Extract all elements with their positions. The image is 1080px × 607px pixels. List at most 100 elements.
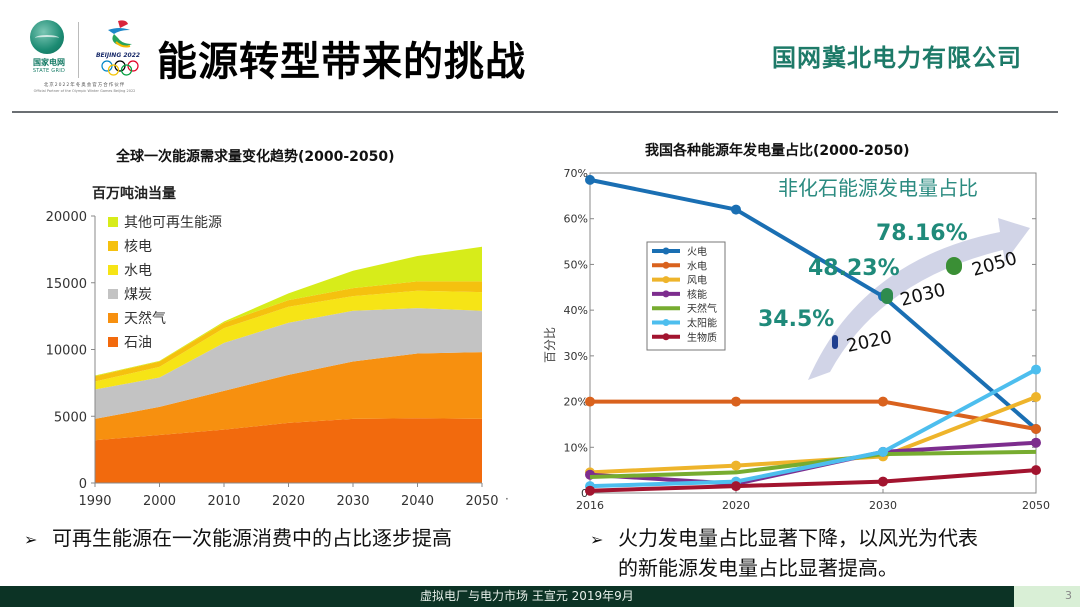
right-line-chart: 0 10% 20% 30% 40% 50% 60% 70% 2016 2020 2030 2050 百分…	[543, 167, 1050, 512]
footer-bar: 虚拟电厂与电力市场 王宣元 2019年9月	[0, 586, 1080, 607]
data-point	[731, 204, 741, 215]
line-series-4	[589, 449, 1037, 479]
partner-text-cn: 北京2022年冬奥会官方合作伙伴	[43, 83, 126, 88]
right-x-tick-label: 2050	[1022, 499, 1050, 512]
header-divider	[12, 111, 1058, 113]
legend-label: 水电	[687, 259, 707, 272]
annotation-value: 34.5%	[758, 307, 834, 332]
right-y-axis-label: 百分比	[543, 327, 557, 363]
right-x-tick-label: 2016	[576, 499, 604, 512]
data-point	[878, 396, 888, 407]
left-x-axis-dot: ·	[505, 492, 509, 506]
legend-label: 风电	[687, 274, 707, 287]
line-series-1	[590, 399, 1037, 431]
data-point	[1031, 424, 1041, 434]
bullet-left-text: 可再生能源在一次能源消费中的占比逐步提高	[52, 526, 452, 550]
right-y-tick-label: 10%	[564, 441, 588, 454]
left-x-tick-label: 2000	[143, 494, 176, 509]
bullet-arrow-icon: ➢	[24, 530, 38, 549]
line-series-5	[589, 367, 1037, 489]
data-point	[878, 476, 888, 487]
annotation-value: 48.23%	[808, 256, 900, 281]
left-y-tick-label: 10000	[46, 344, 87, 359]
legend-label: 核能	[687, 288, 707, 301]
company-name: 国网冀北电力有限公司	[772, 44, 1022, 72]
annotation-title: 非化石能源发电量占比	[778, 176, 978, 200]
left-chart-title: 全球一次能源需求量变化趋势(2000-2050)	[116, 149, 395, 165]
legend-label: 火电	[687, 245, 707, 258]
state-grid-name: 国家电网	[33, 58, 65, 67]
legend-label: 煤炭	[124, 287, 152, 303]
left-x-tick-label: 2050	[465, 494, 498, 509]
data-point	[1031, 392, 1041, 402]
area-series-3	[95, 290, 482, 390]
annotation-value: 78.16%	[876, 221, 968, 246]
left-area-chart: 0 5000 10000 15000 20000 1990 2000 2010 2020 2030…	[46, 185, 509, 509]
right-y-tick-label: 70%	[564, 167, 588, 180]
area-series-2	[95, 308, 482, 419]
right-x-tick-label: 2020	[722, 499, 750, 512]
right-y-tick-label: 20%	[564, 396, 588, 409]
beijing-2022-text: BEIJING 2022	[95, 52, 141, 59]
legend-swatch	[108, 217, 118, 227]
area-series-0	[95, 418, 482, 483]
cylinder-marker-icon	[832, 335, 838, 349]
bullet-right-text-line2: 的新能源发电量占比显著提高。	[618, 556, 898, 580]
logo-group: 国家电网 STATE GRID BEIJING 2022 北京2022年冬奥会官…	[22, 18, 147, 98]
left-y-axis-label: 百万吨油当量	[92, 185, 176, 202]
left-y-tick-label: 5000	[54, 410, 87, 425]
right-plot-frame	[589, 172, 1037, 494]
left-x-tick-label: 2020	[272, 494, 305, 509]
data-point	[585, 396, 595, 407]
legend-swatch	[108, 289, 118, 299]
bullet-arrow-icon: ➢	[590, 530, 604, 549]
left-x-tick-label: 2030	[336, 494, 369, 509]
page-number-box: 3	[1014, 586, 1080, 607]
legend-label: 石油	[124, 335, 152, 351]
data-point	[731, 460, 741, 471]
right-y-tick-label: 60%	[564, 213, 588, 226]
legend-marker	[662, 261, 670, 269]
data-point	[585, 174, 595, 185]
left-y-tick-label: 20000	[46, 210, 87, 225]
line-series-0	[589, 177, 1038, 431]
right-y-tick-label: 30%	[564, 350, 588, 363]
legend-marker	[662, 290, 670, 298]
right-y-tick-label: 40%	[564, 304, 588, 317]
area-series-5	[95, 246, 482, 377]
right-chart-title: 我国各种能源年发电量占比(2000-2050)	[645, 143, 910, 159]
legend-label: 生物质	[687, 331, 717, 344]
data-point	[1031, 364, 1041, 375]
state-grid-english: STATE GRID	[32, 68, 66, 74]
legend-label: 太阳能	[687, 317, 717, 330]
footer-text: 虚拟电厂与电力市场 王宣元 2019年9月	[420, 589, 634, 603]
legend-label: 其他可再生能源	[124, 215, 222, 231]
state-grid-logo-icon	[30, 20, 64, 54]
logo-divider	[78, 22, 79, 78]
growth-arrow-icon	[808, 218, 1030, 380]
partner-text-en: Official Partner of the Olympic Winter G…	[33, 89, 136, 93]
legend-swatch	[108, 265, 118, 275]
line-series-2	[589, 395, 1037, 475]
right-y-tick-label: 0	[581, 487, 588, 500]
cylinder-marker-icon	[946, 257, 962, 275]
right-y-tick-label: 50%	[564, 258, 588, 271]
beijing-2022-emblem-icon	[108, 20, 132, 48]
area-series-4	[95, 281, 482, 382]
olympic-rings-icon	[101, 60, 139, 76]
legend-marker	[662, 276, 670, 284]
legend-swatch	[108, 241, 118, 251]
data-point	[1031, 465, 1041, 476]
area-series-1	[95, 352, 482, 441]
bullet-right: ➢ 火力发电量占比显著下降，以风光为代表 的新能源发电量占比显著提高。	[590, 524, 978, 582]
left-y-tick-label: 0	[79, 477, 87, 492]
data-point	[878, 446, 888, 457]
legend-marker	[662, 319, 670, 326]
left-x-tick-label: 1990	[78, 494, 111, 509]
left-y-tick-label: 15000	[46, 277, 87, 292]
legend-label: 水电	[124, 263, 152, 279]
legend-marker	[662, 333, 670, 341]
data-point	[731, 396, 741, 407]
data-point	[731, 481, 741, 492]
